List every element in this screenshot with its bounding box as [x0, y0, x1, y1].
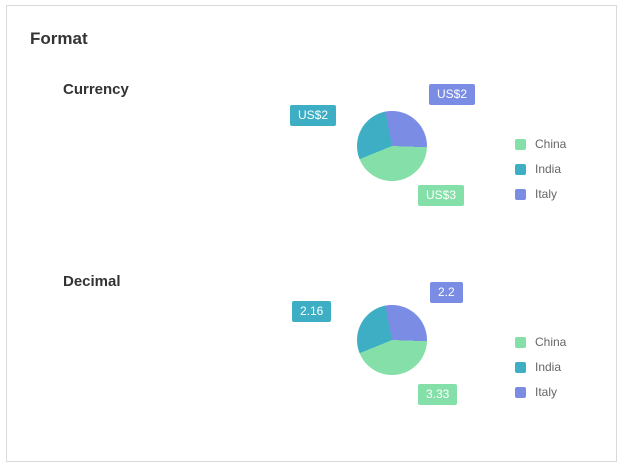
pie-label-china-decimal: 3.33 — [418, 384, 458, 405]
pie-label-italy-currency: US$2 — [429, 84, 476, 105]
legend-swatch-china — [515, 138, 526, 150]
legend-swatch-italy — [515, 386, 526, 398]
legend-swatch-italy — [515, 188, 526, 200]
legend-swatch-india — [515, 163, 526, 175]
legend-item-italy[interactable]: Italy — [515, 186, 566, 202]
legend-label-india: India — [535, 360, 562, 374]
legend-label-china: China — [535, 137, 567, 151]
section-heading-currency: Currency — [63, 81, 129, 98]
legend-label-italy: Italy — [535, 187, 558, 201]
pie-chart-currency[interactable] — [357, 111, 427, 181]
legend-label-china: China — [535, 335, 567, 349]
legend-swatch-china — [515, 336, 526, 348]
pie-chart-decimal[interactable] — [357, 305, 427, 375]
legend-item-italy[interactable]: Italy — [515, 384, 566, 400]
legend-item-china[interactable]: China — [515, 334, 566, 350]
legend-item-india[interactable]: India — [515, 161, 566, 177]
section-heading-decimal: Decimal — [63, 273, 121, 290]
legend-label-india: India — [535, 162, 562, 176]
legend-item-china[interactable]: China — [515, 136, 566, 152]
format-card: Format Currency US$2 US$2 US$3 China Ind… — [6, 5, 617, 462]
pie-label-china-currency: US$3 — [418, 185, 465, 206]
legend-decimal: China India Italy — [515, 334, 566, 409]
pie-label-india-currency: US$2 — [290, 105, 337, 126]
pie-label-italy-decimal: 2.2 — [430, 282, 463, 303]
legend-item-india[interactable]: India — [515, 359, 566, 375]
page-title: Format — [30, 29, 88, 48]
legend-currency: China India Italy — [515, 136, 566, 211]
pie-label-india-decimal: 2.16 — [292, 301, 332, 322]
legend-swatch-india — [515, 361, 526, 373]
legend-label-italy: Italy — [535, 385, 558, 399]
